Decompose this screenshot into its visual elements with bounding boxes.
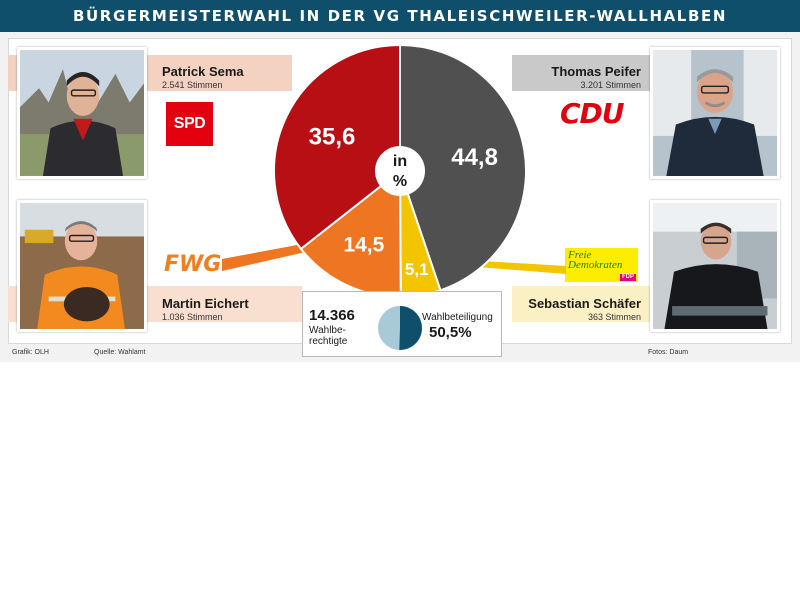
candidate-name-peifer: Thomas Peifer	[551, 64, 641, 79]
cdu-logo: CDU	[560, 97, 625, 130]
candidate-photo-peifer	[650, 47, 780, 179]
chart-title: BÜRGERMEISTERWAHL IN DER VG THALEISCHWEI…	[0, 0, 800, 32]
fwg-logo: FWG	[164, 252, 222, 277]
portrait-sema	[20, 50, 144, 176]
spd-logo: SPD	[166, 102, 213, 146]
turnout-value: 50,5%	[429, 324, 472, 341]
candidate-votes-peifer: 3.201 Stimmen	[580, 80, 641, 90]
candidate-photo-schaefer	[650, 200, 780, 332]
portrait-schaefer	[653, 203, 777, 329]
turnout-pie	[378, 306, 422, 350]
credit-source: Quelle: Wahlamt	[94, 349, 146, 356]
candidate-band-peifer	[512, 55, 650, 91]
eligible-voters-value: 14.366	[309, 307, 355, 324]
candidate-name-eichert: Martin Eichert	[162, 296, 249, 311]
candidate-name-schaefer: Sebastian Schäfer	[528, 296, 641, 311]
eligible-voters-label-line1: Wahlbe-	[309, 325, 346, 336]
credit-graphic: Grafik: OLH	[12, 349, 49, 356]
portrait-eichert	[20, 203, 144, 329]
candidate-votes-sema: 2.541 Stimmen	[162, 80, 223, 90]
turnout-box: 14.366 Wahlbe- rechtigte Wahlbeteiligung…	[302, 291, 502, 357]
fdp-logo: Freie Demokraten FDP	[565, 248, 638, 282]
candidate-votes-schaefer: 363 Stimmen	[587, 312, 641, 322]
fdp-logo-tag: FDP	[620, 274, 636, 281]
turnout-pie-voted	[399, 306, 422, 350]
fdp-logo-line1: Freie	[568, 249, 592, 261]
candidate-name-sema: Patrick Sema	[162, 64, 244, 79]
candidate-votes-eichert: 1.036 Stimmen	[162, 312, 223, 322]
turnout-label: Wahlbeteiligung	[422, 312, 493, 323]
candidate-photo-eichert	[17, 200, 147, 332]
candidate-photo-sema	[17, 47, 147, 179]
fdp-logo-line2: Demokraten	[568, 259, 623, 271]
eligible-voters-label: Wahlbe- rechtigte	[309, 325, 369, 347]
eligible-voters-label-line2: rechtigte	[309, 336, 348, 347]
credit-photos: Fotos: Daum	[648, 349, 689, 356]
candidate-band-schaefer	[512, 286, 650, 322]
portrait-peifer	[653, 50, 777, 176]
